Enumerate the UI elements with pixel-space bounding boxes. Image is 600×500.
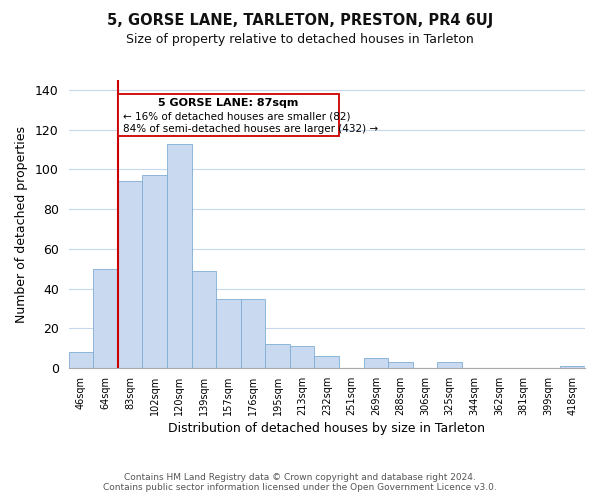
Bar	[241, 298, 265, 368]
Bar	[93, 268, 118, 368]
Bar	[388, 362, 413, 368]
Bar	[142, 176, 167, 368]
X-axis label: Distribution of detached houses by size in Tarleton: Distribution of detached houses by size …	[168, 422, 485, 435]
Text: 5, GORSE LANE, TARLETON, PRESTON, PR4 6UJ: 5, GORSE LANE, TARLETON, PRESTON, PR4 6U…	[107, 12, 493, 28]
Bar	[68, 352, 93, 368]
Text: Contains HM Land Registry data © Crown copyright and database right 2024.: Contains HM Land Registry data © Crown c…	[124, 472, 476, 482]
Text: 84% of semi-detached houses are larger (432) →: 84% of semi-detached houses are larger (…	[122, 124, 377, 134]
Y-axis label: Number of detached properties: Number of detached properties	[15, 126, 28, 322]
Text: ← 16% of detached houses are smaller (82): ← 16% of detached houses are smaller (82…	[122, 112, 350, 122]
Text: 5 GORSE LANE: 87sqm: 5 GORSE LANE: 87sqm	[158, 98, 299, 108]
Bar	[437, 362, 462, 368]
Bar	[290, 346, 314, 368]
Bar	[314, 356, 339, 368]
Bar	[265, 344, 290, 368]
Text: Size of property relative to detached houses in Tarleton: Size of property relative to detached ho…	[126, 32, 474, 46]
Bar	[118, 182, 142, 368]
Bar	[191, 270, 216, 368]
Bar	[560, 366, 585, 368]
Bar	[216, 298, 241, 368]
Bar	[167, 144, 191, 368]
Text: Contains public sector information licensed under the Open Government Licence v3: Contains public sector information licen…	[103, 484, 497, 492]
Bar	[364, 358, 388, 368]
